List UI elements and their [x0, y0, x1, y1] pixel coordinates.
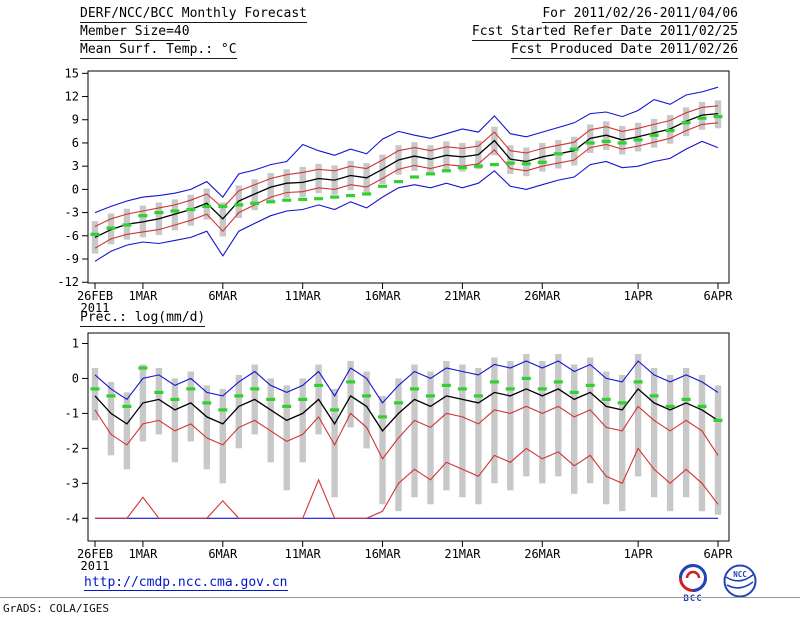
svg-text:1: 1: [72, 336, 79, 350]
fcst-refer-date: Fcst Started Refer Date 2011/02/25: [471, 24, 738, 41]
svg-text:21MAR: 21MAR: [444, 547, 481, 561]
svg-text:16MAR: 16MAR: [364, 289, 401, 303]
svg-text:1APR: 1APR: [624, 289, 654, 303]
ncc-logo-icon: NCC: [723, 564, 757, 598]
svg-text:6MAR: 6MAR: [208, 547, 238, 561]
svg-text:-9: -9: [65, 252, 79, 266]
svg-text:1MAR: 1MAR: [128, 547, 158, 561]
svg-text:1MAR: 1MAR: [128, 289, 158, 303]
svg-text:1APR: 1APR: [624, 547, 654, 561]
header-row-3: Mean Surf. Temp.: °C Fcst Produced Date …: [80, 42, 738, 59]
svg-text:3: 3: [72, 159, 79, 173]
bcc-logo-label: BCC: [683, 594, 703, 604]
svg-text:16MAR: 16MAR: [364, 547, 401, 561]
header-row-2: Member Size=40 Fcst Started Refer Date 2…: [80, 24, 738, 41]
logo-area: BCC NCC: [678, 563, 758, 604]
svg-text:0: 0: [72, 371, 79, 385]
svg-text:-6: -6: [65, 229, 79, 243]
member-size-label: Member Size=40: [80, 24, 190, 41]
svg-text:6APR: 6APR: [704, 289, 734, 303]
svg-text:11MAR: 11MAR: [285, 289, 322, 303]
svg-text:-2: -2: [65, 441, 79, 455]
svg-text:11MAR: 11MAR: [285, 547, 322, 561]
svg-text:NCC: NCC: [733, 570, 747, 579]
svg-text:12: 12: [65, 90, 79, 104]
header-row-1: DERF/NCC/BCC Monthly Forecast For 2011/0…: [80, 6, 738, 23]
svg-text:6: 6: [72, 136, 79, 150]
svg-text:-3: -3: [65, 206, 79, 220]
ncc-logo: NCC: [722, 563, 758, 599]
page-bottom-rule: [0, 597, 800, 598]
grads-credit: GrADS: COLA/IGES: [3, 602, 109, 615]
svg-text:26FEB: 26FEB: [77, 547, 113, 561]
forecast-valid-range: For 2011/02/26-2011/04/06: [542, 6, 738, 23]
svg-text:2011: 2011: [81, 559, 110, 573]
precip-chart-title: Prec.: log(mm/d): [80, 310, 206, 327]
svg-text:6MAR: 6MAR: [208, 289, 238, 303]
svg-text:6APR: 6APR: [704, 547, 734, 561]
bcc-logo-icon: [679, 564, 707, 592]
page-title: DERF/NCC/BCC Monthly Forecast: [80, 6, 307, 23]
svg-text:21MAR: 21MAR: [444, 289, 481, 303]
source-url-link[interactable]: http://cmdp.ncc.cma.gov.cn: [84, 575, 288, 591]
svg-text:26FEB: 26FEB: [77, 289, 113, 303]
svg-text:-1: -1: [65, 406, 79, 420]
temp-chart-title: Mean Surf. Temp.: °C: [80, 42, 237, 59]
svg-text:-12: -12: [57, 275, 79, 289]
svg-text:-3: -3: [65, 476, 79, 490]
svg-text:0: 0: [72, 182, 79, 196]
svg-text:-4: -4: [65, 511, 79, 525]
svg-text:26MAR: 26MAR: [524, 289, 561, 303]
fcst-produced-date: Fcst Produced Date 2011/02/26: [511, 42, 738, 59]
svg-text:15: 15: [65, 66, 79, 80]
bcc-logo: BCC: [678, 563, 708, 604]
svg-text:26MAR: 26MAR: [524, 547, 561, 561]
svg-text:9: 9: [72, 113, 79, 127]
